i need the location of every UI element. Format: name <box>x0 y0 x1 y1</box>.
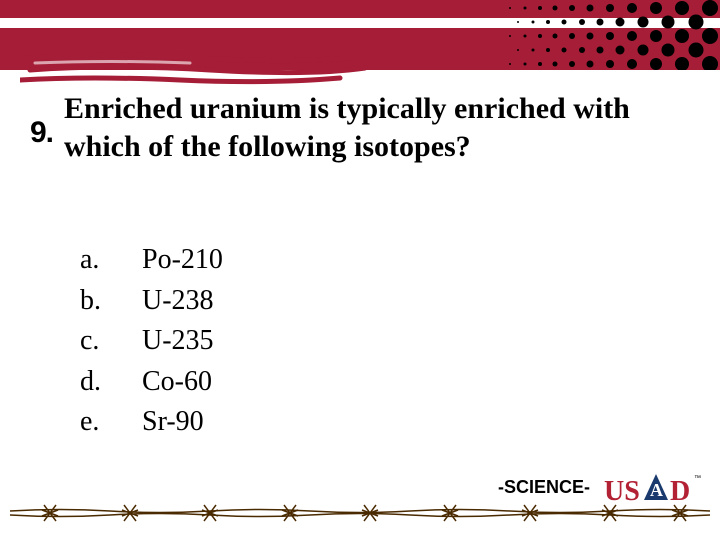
header-band <box>0 0 720 70</box>
option-text: Po-210 <box>142 240 223 281</box>
options-list: a. Po-210 b. U-238 c. U-235 d. Co-60 e. … <box>80 240 223 443</box>
option-b: b. U-238 <box>80 281 223 322</box>
option-text: U-235 <box>142 321 214 362</box>
footer-subject: -SCIENCE- <box>498 477 590 498</box>
option-text: Co-60 <box>142 362 212 403</box>
option-letter: e. <box>80 402 142 443</box>
svg-text:A: A <box>650 480 663 500</box>
question-area: Enriched uranium is typically enriched w… <box>38 90 682 165</box>
option-letter: d. <box>80 362 142 403</box>
option-a: a. Po-210 <box>80 240 223 281</box>
svg-text:™: ™ <box>694 475 701 482</box>
option-text: U-238 <box>142 281 214 322</box>
barbed-wire-divider <box>10 498 710 528</box>
header-halftone-dots <box>500 0 720 70</box>
option-letter: a. <box>80 240 142 281</box>
question-text: Enriched uranium is typically enriched w… <box>64 90 682 165</box>
option-text: Sr-90 <box>142 402 204 443</box>
header-brush-strokes <box>20 48 380 88</box>
option-letter: c. <box>80 321 142 362</box>
option-e: e. Sr-90 <box>80 402 223 443</box>
option-c: c. U-235 <box>80 321 223 362</box>
option-letter: b. <box>80 281 142 322</box>
option-d: d. Co-60 <box>80 362 223 403</box>
